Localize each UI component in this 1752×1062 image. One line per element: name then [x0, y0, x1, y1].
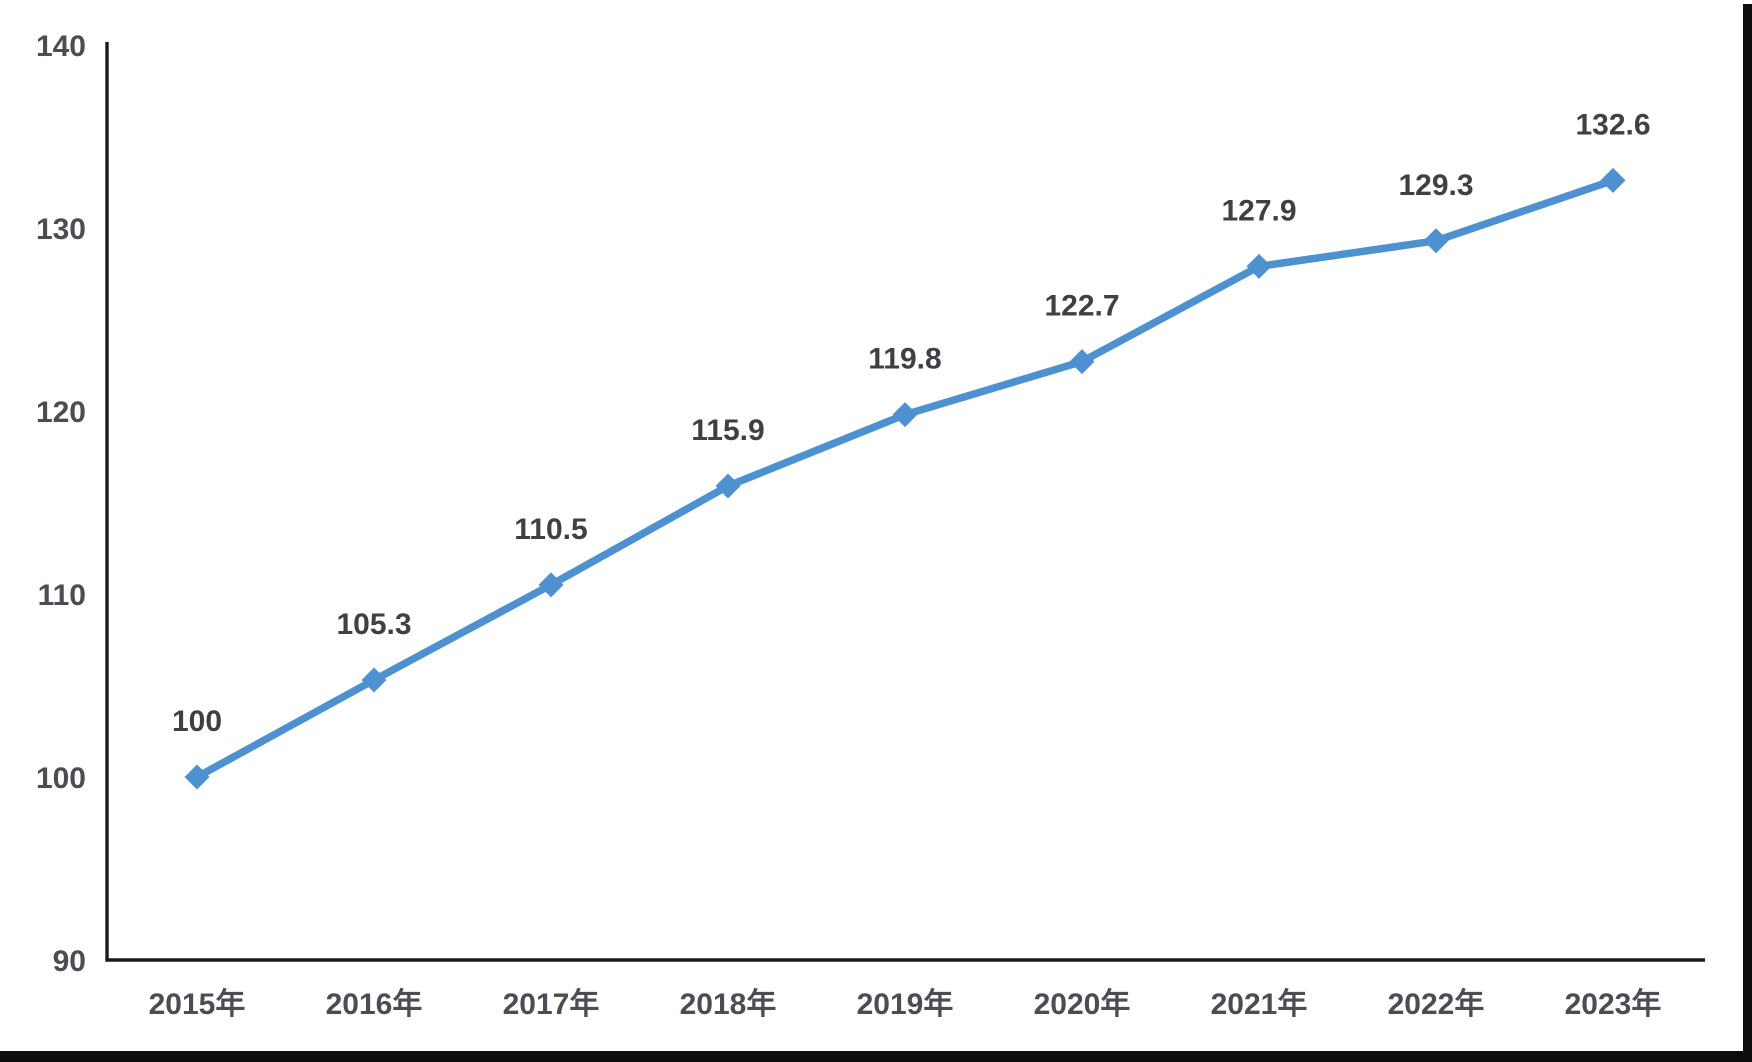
- data-point-label: 127.9: [1221, 194, 1296, 227]
- page-border-right: [1743, 4, 1752, 1062]
- data-point-label: 122.7: [1044, 290, 1119, 323]
- data-point-marker: [184, 764, 210, 790]
- data-point-marker: [892, 402, 918, 428]
- y-tick-label: 110: [38, 579, 86, 612]
- data-point-marker: [1069, 349, 1095, 375]
- y-tick-label: 130: [36, 213, 86, 246]
- x-tick-label: 2022年: [1388, 988, 1485, 1021]
- y-tick-label: 120: [36, 396, 86, 429]
- y-tick-label: 90: [53, 945, 86, 978]
- data-point-label: 110.5: [514, 513, 587, 546]
- data-point-label: 119.8: [868, 343, 941, 376]
- data-point-label: 100: [172, 705, 222, 738]
- x-tick-label: 2021年: [1211, 988, 1308, 1021]
- page-border-bottom: [0, 1051, 1752, 1062]
- x-tick-label: 2015年: [149, 988, 246, 1021]
- x-tick-label: 2023年: [1565, 988, 1662, 1021]
- data-point-marker: [1423, 228, 1449, 254]
- x-tick-label: 2020年: [1034, 988, 1131, 1021]
- x-tick-label: 2016年: [326, 988, 423, 1021]
- data-point-marker: [361, 667, 387, 693]
- data-point-marker: [1600, 167, 1626, 193]
- data-point-label: 115.9: [691, 414, 764, 447]
- x-tick-label: 2018年: [680, 988, 777, 1021]
- x-tick-label: 2019年: [857, 988, 954, 1021]
- data-point-marker: [715, 473, 741, 499]
- y-tick-label: 100: [36, 762, 86, 795]
- data-point-marker: [1246, 253, 1272, 279]
- y-tick-label: 140: [36, 30, 86, 63]
- series-line: [193, 176, 1617, 781]
- data-point-label: 105.3: [336, 608, 411, 641]
- x-tick-label: 2017年: [503, 988, 600, 1021]
- data-point-marker: [538, 572, 564, 598]
- data-point-label: 132.6: [1575, 108, 1650, 141]
- data-point-label: 129.3: [1398, 169, 1473, 202]
